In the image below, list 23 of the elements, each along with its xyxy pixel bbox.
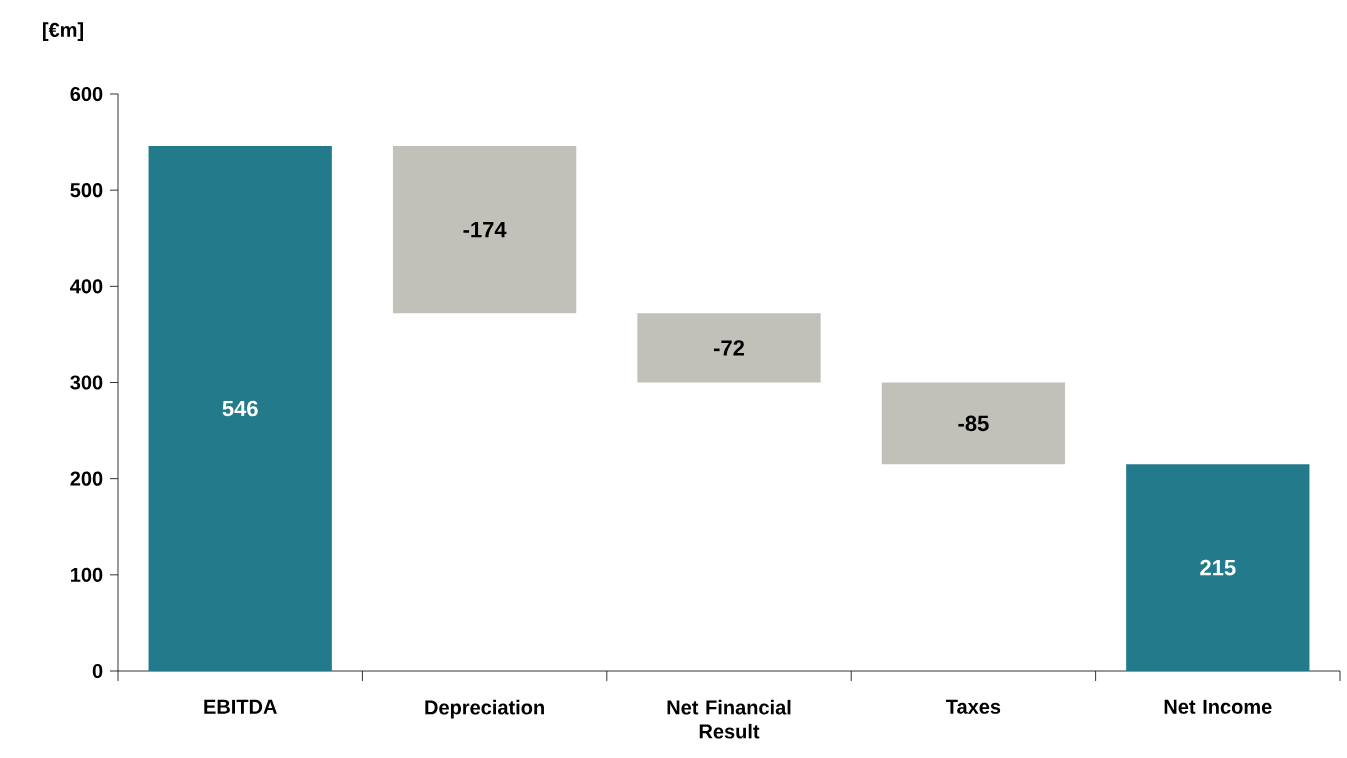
y-tick-label: 100 — [71, 567, 103, 582]
data-label: -72 — [713, 340, 745, 356]
bar — [637, 313, 821, 383]
y-tick-label: 400 — [70, 279, 103, 294]
bar — [1126, 464, 1310, 671]
x-tick-label: Depreciation — [425, 699, 544, 719]
y-tick-label: 300 — [70, 375, 103, 390]
x-tick-label: Net Income — [1164, 699, 1272, 714]
y-tick-label: 0 — [92, 663, 103, 679]
y-axis-title: [€m] — [43, 22, 83, 41]
bar — [881, 382, 1066, 465]
y-tick-label: 200 — [70, 471, 103, 486]
data-label: -174 — [463, 222, 507, 238]
bar — [148, 145, 332, 671]
bar — [392, 145, 577, 314]
x-tick-label: Taxes — [946, 699, 1001, 714]
data-label: 215 — [1200, 559, 1236, 576]
data-label: 546 — [222, 400, 258, 417]
y-tick-label: 500 — [70, 183, 103, 198]
data-label: -85 — [958, 415, 989, 432]
x-tick-label: Net Financial Result — [667, 699, 791, 739]
x-tick-label: EBITDA — [204, 699, 277, 714]
y-tick-label: 600 — [70, 86, 103, 102]
